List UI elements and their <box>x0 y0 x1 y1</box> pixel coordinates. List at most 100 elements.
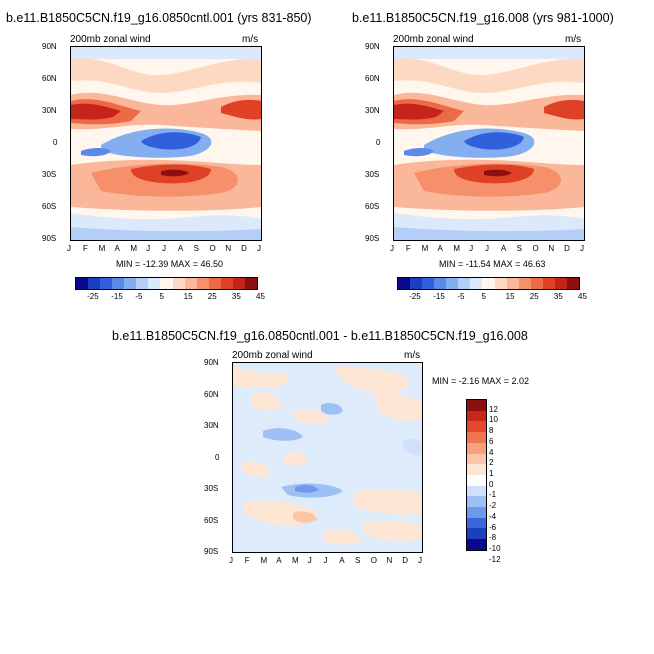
panel-3-xtick: J <box>418 556 422 565</box>
panel-1-colorbar-tick: -5 <box>135 292 143 301</box>
panel-1-xtick: O <box>209 244 216 253</box>
panel-2-colorbar-swatch <box>506 278 519 289</box>
panel-3-colorbar-tick: 2 <box>489 458 494 468</box>
panel-3-warm-patch <box>293 409 329 424</box>
panel-1-ytick: 90S <box>42 234 57 243</box>
panel-3-colorbar-swatch <box>467 400 486 411</box>
panel-2-colorbar-tick: 5 <box>481 292 486 301</box>
panel-1-ytick: 0 <box>53 138 58 147</box>
panel-2-xtick: M <box>453 244 460 253</box>
panel-3-warm-patch <box>233 368 289 388</box>
panel-3-colorbar-tick: -4 <box>489 511 497 521</box>
panel-2-colorbar-tick: -25 <box>409 292 421 301</box>
panel-1-xtick: D <box>241 244 247 253</box>
panel-3-warm-patch <box>283 451 307 467</box>
panel-1-xtick: J <box>67 244 71 253</box>
panel-1-xtick: J <box>162 244 166 253</box>
panel-2-stats: MIN = -11.54 MAX = 46.63 <box>439 259 546 269</box>
panel-1-colorbar-tick: 45 <box>256 292 265 301</box>
panel-1-colorbar-tick: 35 <box>231 292 241 301</box>
panel-1-colorbar-tick: -25 <box>87 292 99 301</box>
panel-1-easterly-core <box>141 132 201 150</box>
panel-3-warm-patch <box>251 391 282 411</box>
panel-1-contour-svg <box>71 47 261 240</box>
panel-2-xtick: D <box>564 244 570 253</box>
panel-2-xtick: M <box>421 244 429 253</box>
panel-1-colorbar <box>75 277 258 290</box>
panel-2-colorbar-swatch <box>410 278 423 289</box>
panel-3-warm-patch <box>323 529 362 545</box>
panel-2-sh-jet-core <box>484 169 512 177</box>
panel-3-xtick: M <box>260 556 268 565</box>
panel-2-colorbar-swatch <box>434 278 447 289</box>
panel-1-colorbar-swatch <box>148 278 161 289</box>
panel-3-xtick: A <box>339 556 345 565</box>
panel-2-contour-svg <box>394 47 584 240</box>
panel-3-cool-patch <box>403 438 422 456</box>
panel-2-colorbar-swatch <box>530 278 543 289</box>
panel-2-colorbar-swatch <box>494 278 507 289</box>
panel-2-colorbar-swatch <box>446 278 459 289</box>
panel-1-colorbar-swatch <box>172 278 185 289</box>
panel-3-colorbar-tick: -6 <box>489 522 497 532</box>
panel-2-xtick: S <box>516 244 522 253</box>
panel-3-ytick: 90N <box>204 358 219 367</box>
panel-1-ytick: 60N <box>42 74 57 83</box>
panel-1-xtick: J <box>146 244 151 253</box>
panel-3-cool-patch <box>263 428 303 441</box>
panel-3-warm-patch <box>373 392 422 421</box>
panel-3-warm-core <box>293 511 317 523</box>
panel-3-colorbar-swatch <box>467 410 486 422</box>
panel-2-title: b.e11.B1850C5CN.f19_g16.008 (yrs 981-100… <box>352 11 614 25</box>
panel-3-xtick: N <box>386 556 393 565</box>
panel-3-title: b.e11.B1850C5CN.f19_g16.0850cntl.001 - b… <box>112 329 528 343</box>
panel-1-colorbar-swatch <box>88 278 101 289</box>
panel-3-stats: MIN = -2.16 MAX = 2.02 <box>432 376 530 386</box>
panel-2-xtick: F <box>405 244 411 253</box>
panel-1-colorbar-tick: -15 <box>111 292 123 301</box>
panel-1-xtick: J <box>257 244 261 253</box>
panel-2-colorbar-swatch <box>554 278 567 289</box>
panel-2-ytick: 60S <box>365 202 380 211</box>
panel-1-title: b.e11.B1850C5CN.f19_g16.0850cntl.001 (yr… <box>6 11 312 25</box>
panel-2-xtick: A <box>500 244 507 253</box>
panel-1-colorbar-tick: 25 <box>207 292 217 301</box>
panel-3-xtick: J <box>307 556 312 565</box>
panel-1-ytick: 90N <box>42 42 57 51</box>
panel-2-polar-band-n <box>394 47 584 59</box>
panel-2-xtick: A <box>437 244 443 253</box>
panel-2-easterly-small <box>404 148 434 157</box>
panel-3-colorbar-swatch <box>467 464 486 475</box>
panel-3-plot <box>232 362 423 553</box>
panel-3-variable-label: 200mb zonal wind <box>232 350 313 361</box>
panel-3-colorbar-swatch <box>467 517 486 529</box>
panel-1-colorbar-swatch <box>112 278 125 289</box>
panel-1-colorbar-swatch <box>76 278 89 289</box>
panel-3-colorbar-swatch <box>467 442 486 454</box>
panel-3-warm-patch <box>353 489 422 515</box>
panel-1-nh-jet-core-left <box>71 103 121 120</box>
panel-1-units-label: m/s <box>242 34 259 45</box>
panel-2-colorbar-swatch <box>542 278 555 289</box>
panel-1-nh-jet-right <box>221 99 261 120</box>
panel-2-nh-jet-core-left <box>394 103 444 120</box>
panel-2-ytick: 90S <box>365 234 380 243</box>
panel-2-colorbar-tick: 25 <box>529 292 539 301</box>
panel-1-ytick: 30S <box>42 170 57 179</box>
panel-3-cool-core <box>295 484 319 493</box>
panel-1-colorbar-swatch <box>100 278 113 289</box>
panel-3-xtick: D <box>402 556 409 565</box>
panel-1-colorbar-swatch <box>124 278 137 289</box>
panel-1-xtick: M <box>98 244 106 253</box>
panel-3-colorbar-tick: 0 <box>489 479 494 489</box>
panel-3-xtick: O <box>370 556 377 565</box>
panel-3-ytick: 90S <box>204 547 219 556</box>
panel-1-ytick: 60S <box>42 202 57 211</box>
panel-3-colorbar-tick: 1 <box>489 469 494 478</box>
panel-3-colorbar-swatch <box>467 528 486 540</box>
panel-1-colorbar-swatch <box>208 278 221 289</box>
panel-3-colorbar-tick: -12 <box>489 554 501 564</box>
panel-1-xtick: M <box>130 244 137 253</box>
panel-2-ytick: 90N <box>365 42 380 51</box>
panel-1-polar-band-s-inner <box>71 227 261 240</box>
